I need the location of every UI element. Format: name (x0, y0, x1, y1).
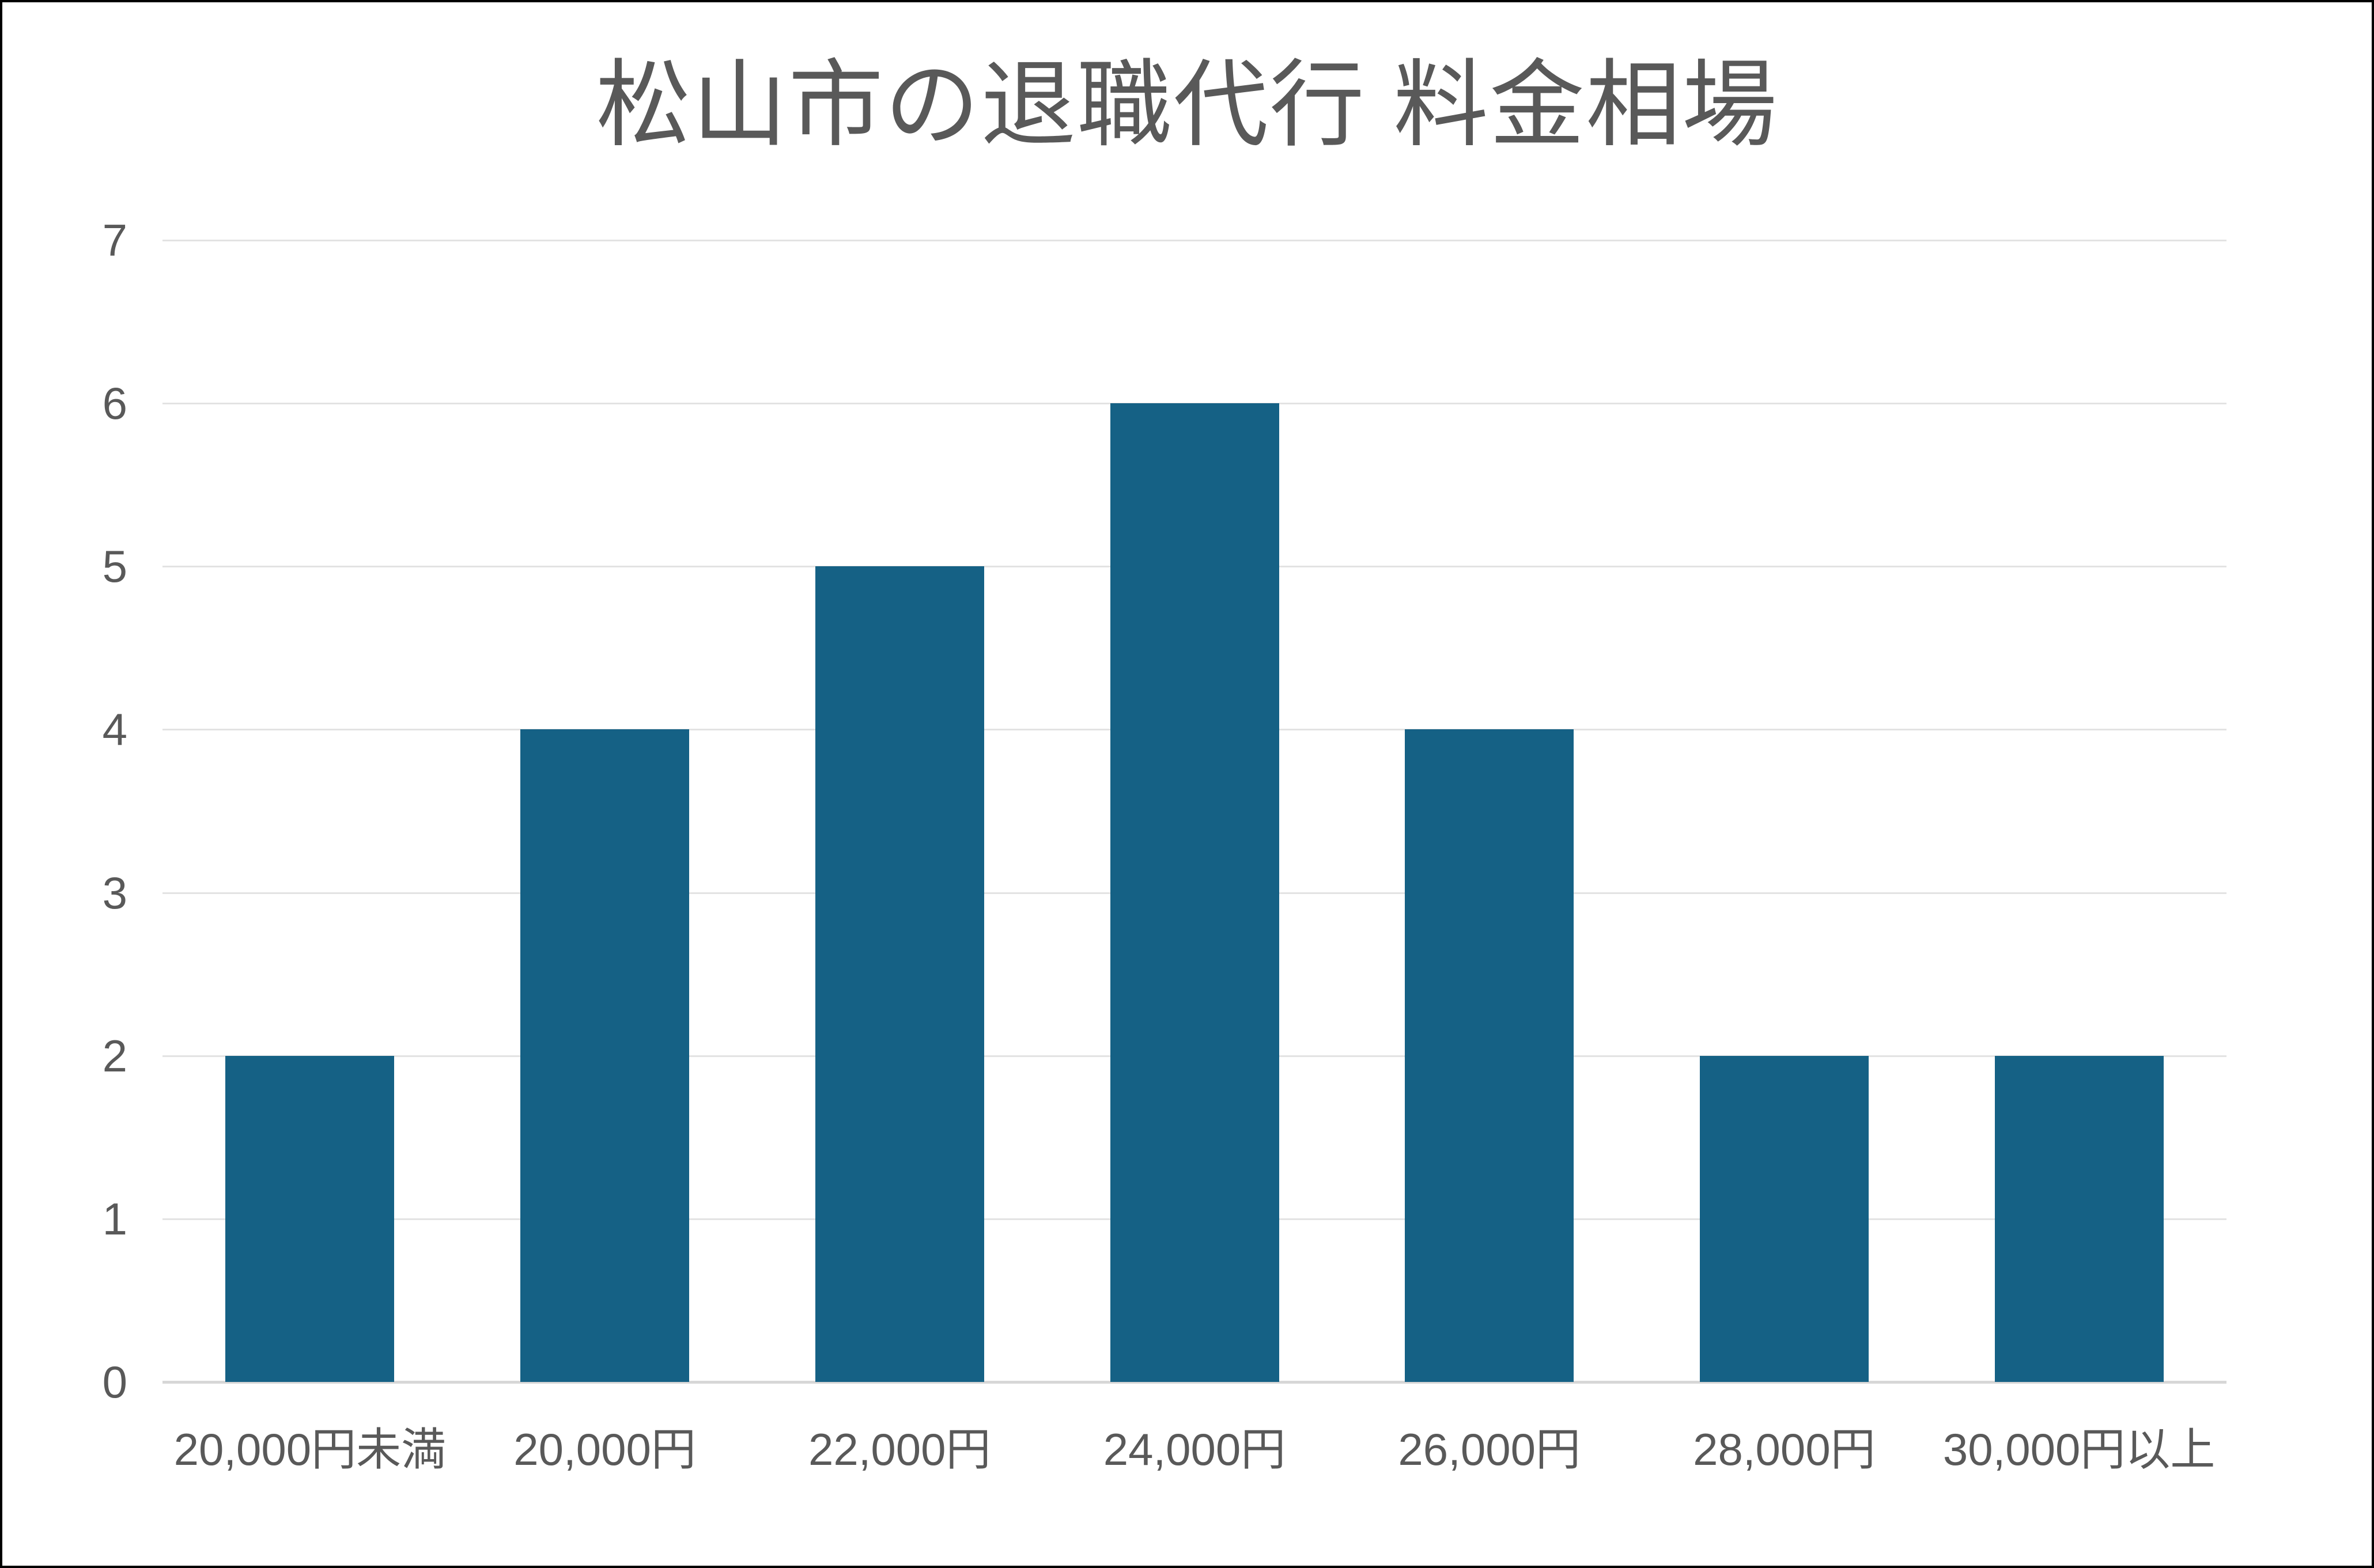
y-axis-tick-label: 1 (102, 1193, 127, 1244)
y-axis-tick-label: 3 (102, 867, 127, 918)
x-axis-category-label: 20,000円未満 (173, 1424, 447, 1475)
y-axis-tick-label: 6 (102, 378, 127, 429)
gridline (162, 240, 2226, 241)
bar (1110, 403, 1279, 1382)
y-axis-tick-label: 0 (102, 1357, 127, 1407)
x-axis-category-label: 26,000円 (1398, 1424, 1581, 1475)
bar (225, 1055, 395, 1382)
bar (815, 566, 984, 1382)
y-axis-tick-label: 4 (102, 704, 127, 755)
x-axis-line (162, 1381, 2226, 1384)
y-axis-tick-label: 7 (102, 215, 127, 266)
y-axis-tick-label: 2 (102, 1030, 127, 1081)
bar (1405, 729, 1574, 1382)
x-axis-category-label: 24,000円 (1103, 1424, 1286, 1475)
x-axis-category-label: 30,000円以上 (1942, 1424, 2216, 1475)
bar (520, 729, 690, 1382)
bar (1699, 1055, 1869, 1382)
x-axis-category-label: 28,000円 (1693, 1424, 1876, 1475)
bar (1994, 1055, 2164, 1382)
x-axis-category-label: 22,000円 (808, 1424, 991, 1475)
y-axis-tick-label: 5 (102, 541, 127, 592)
x-axis-category-label: 20,000円 (513, 1424, 696, 1475)
chart-title: 松山市の退職代行 料金相場 (596, 52, 1778, 158)
